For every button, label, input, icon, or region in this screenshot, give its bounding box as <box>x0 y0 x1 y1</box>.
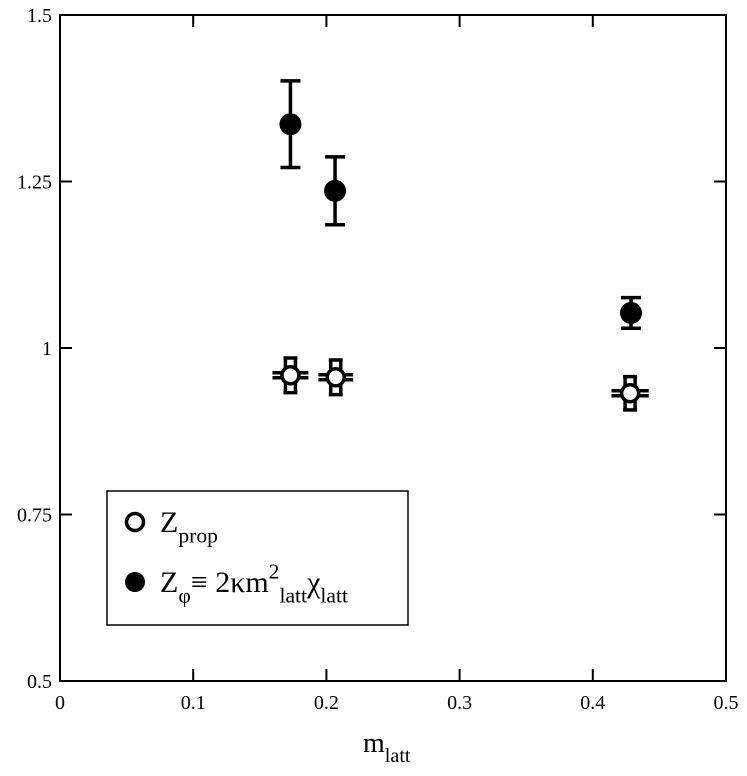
text-part: Z <box>160 506 178 539</box>
y-tick-label: 1.5 <box>27 5 52 27</box>
legend-marker <box>125 572 145 592</box>
rich-text: Zφ≡ 2κm2lattχlatt <box>160 560 348 608</box>
text-part: χ <box>306 566 321 599</box>
legend-marker <box>124 511 146 533</box>
x-tick-label: 0.1 <box>181 692 206 714</box>
data-point <box>279 113 302 136</box>
y-tick-label: 1.25 <box>17 172 52 194</box>
x-tick-label: 0.3 <box>447 692 472 714</box>
data-point <box>619 383 641 404</box>
data-point <box>325 367 346 388</box>
text-part: Z <box>160 566 178 599</box>
text-part: latt <box>385 745 411 767</box>
text-part: 2 <box>269 560 280 584</box>
x-tick-label: 0.4 <box>580 692 605 714</box>
text-part: φ <box>178 584 190 608</box>
text-part: latt <box>279 584 307 608</box>
rich-text: mlatt <box>363 728 411 767</box>
data-point <box>620 301 643 324</box>
x-tick-label: 0.2 <box>314 692 339 714</box>
text-part: prop <box>178 524 218 548</box>
legend-box <box>106 490 409 626</box>
y-tick-label: 0.75 <box>17 505 52 527</box>
text-part: ≡ 2κm <box>191 566 269 599</box>
y-tick-label: 1 <box>42 338 52 360</box>
x-tick-label: 0 <box>55 692 65 714</box>
data-point <box>280 365 301 386</box>
text-part: m <box>363 728 385 759</box>
text-part: latt <box>320 584 348 608</box>
data-point <box>324 179 347 202</box>
y-tick-label: 0.5 <box>27 671 52 693</box>
x-tick-label: 0.5 <box>714 692 739 714</box>
rich-text: Zprop <box>160 506 218 548</box>
